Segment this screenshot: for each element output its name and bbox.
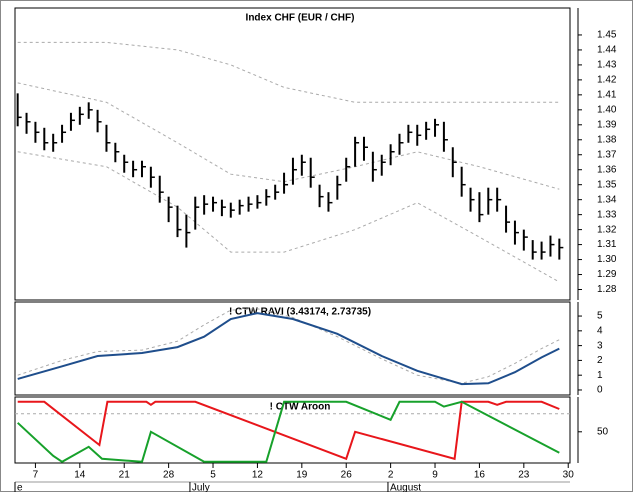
x-tick-label: 28 (163, 470, 175, 481)
y-tick-label: 1.31 (597, 239, 617, 250)
y-tick-label: 1.39 (597, 119, 617, 130)
y-tick-label: 1.38 (597, 134, 617, 145)
y-tick-label: 1.42 (597, 75, 617, 86)
indicator-line (17, 400, 560, 461)
y-tick-label: 1.35 (597, 179, 617, 190)
panel (14, 301, 571, 396)
y-tick-label: 1.30 (597, 254, 617, 265)
x-tick-label: 14 (74, 470, 86, 481)
month-label: July (192, 483, 210, 492)
x-tick-label: 9 (432, 470, 438, 481)
y-tick-label: 1.40 (597, 104, 617, 115)
x-tick-label: 12 (252, 470, 264, 481)
panel-title: ! CTW Aroon (270, 402, 331, 413)
x-tick-label: 5 (210, 470, 216, 481)
y-tick-label: 1.44 (597, 45, 617, 56)
y-tick-label: 1.41 (597, 89, 617, 100)
y-tick-label: 1.32 (597, 224, 617, 235)
indicator-line (17, 308, 560, 384)
y-tick-label: 1.45 (597, 30, 617, 41)
x-tick-label: 21 (119, 470, 131, 481)
y-tick-label: 1.28 (597, 284, 617, 295)
y-tick-label: 1.29 (597, 269, 617, 280)
x-tick-label: 7 (33, 470, 39, 481)
x-tick-label: 26 (341, 470, 353, 481)
y-tick-label: 1.36 (597, 164, 617, 175)
month-label: e (17, 483, 23, 492)
y-tick-label: 3 (597, 340, 603, 351)
y-tick-label: 1.34 (597, 194, 617, 205)
y-tick-label: 5 (597, 311, 603, 322)
y-tick-label: 4 (597, 325, 603, 336)
x-tick-label: 30 (563, 470, 575, 481)
panel (14, 396, 571, 464)
panel-title: Index CHF (EUR / CHF) (246, 13, 355, 24)
y-tick-label: 1.33 (597, 209, 617, 220)
month-label: August (390, 483, 421, 492)
y-tick-label: 1.43 (597, 60, 617, 71)
y-tick-label: 50 (597, 426, 609, 437)
x-tick-label: 2 (388, 470, 394, 481)
x-tick-label: 16 (474, 470, 486, 481)
envelope-band (17, 151, 560, 283)
indicator-line (17, 400, 560, 463)
x-tick-label: 23 (518, 470, 530, 481)
panel-title: ! CTW RAVI (3.43174, 2.73735) (229, 307, 371, 318)
indicator-line (17, 312, 560, 386)
x-tick-label: 19 (296, 470, 308, 481)
y-tick-label: 1.37 (597, 149, 617, 160)
panel (14, 7, 571, 301)
y-tick-label: 1 (597, 370, 603, 381)
y-tick-label: 2 (597, 355, 603, 366)
y-tick-label: 0 (597, 385, 603, 396)
